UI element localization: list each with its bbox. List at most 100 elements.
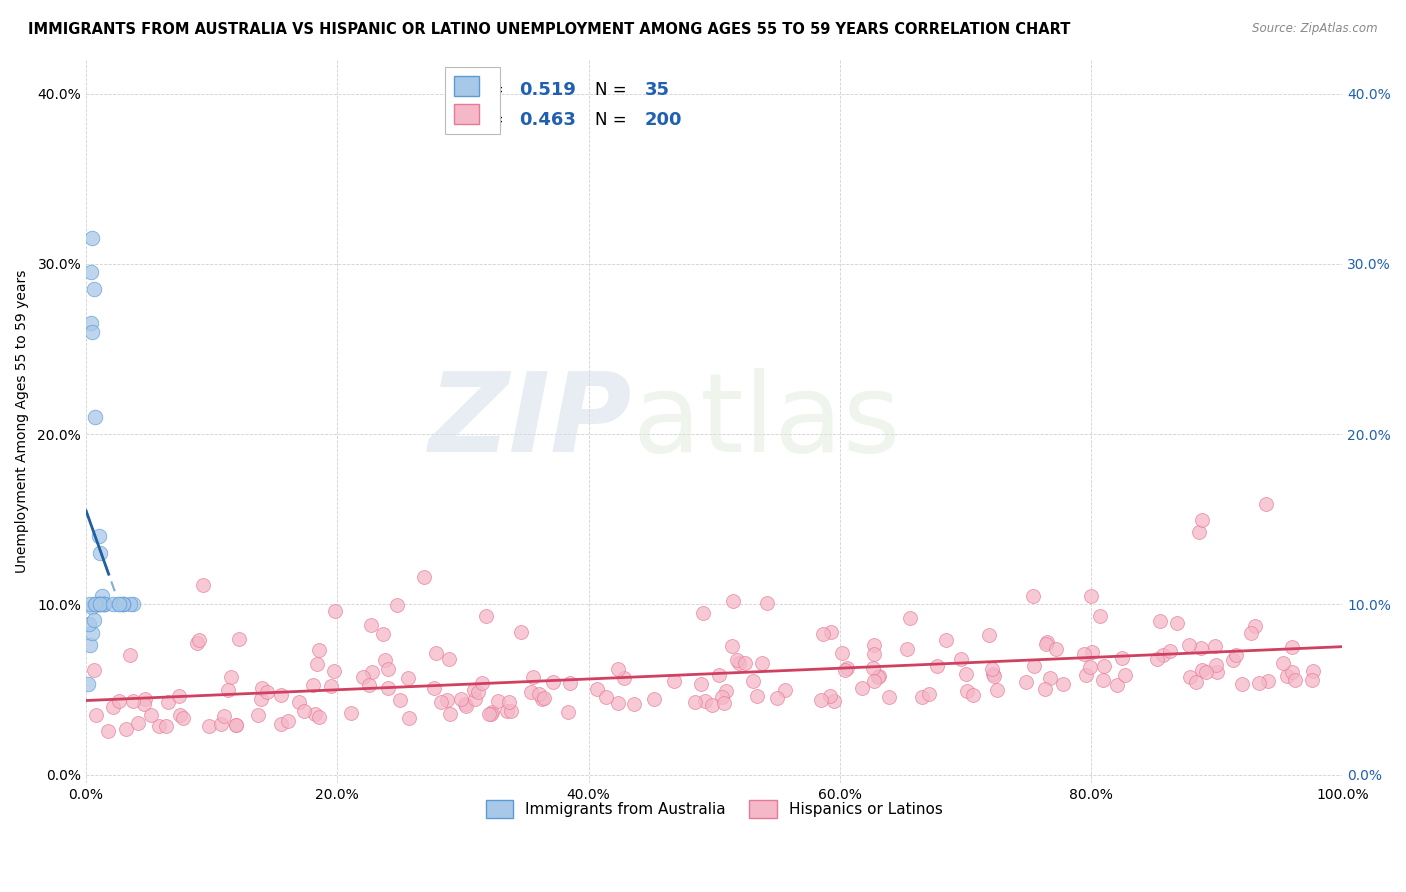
Point xyxy=(527,687,550,701)
Point xyxy=(83,282,105,296)
Point xyxy=(486,694,509,708)
Point xyxy=(479,707,502,722)
Point xyxy=(1275,669,1298,683)
Text: 0.519: 0.519 xyxy=(519,81,576,99)
Point xyxy=(413,570,436,584)
Point xyxy=(519,684,541,698)
Point xyxy=(1022,659,1045,673)
Legend: Immigrants from Australia, Hispanics or Latinos: Immigrants from Australia, Hispanics or … xyxy=(478,792,950,826)
Point xyxy=(83,613,105,627)
Point xyxy=(377,681,399,696)
Point xyxy=(430,695,453,709)
Point xyxy=(662,673,685,688)
Point xyxy=(436,692,458,706)
Point xyxy=(305,657,328,671)
Text: 0.463: 0.463 xyxy=(519,112,576,129)
Point xyxy=(1284,673,1306,687)
Point xyxy=(1301,673,1323,687)
Point xyxy=(1225,648,1247,662)
Point xyxy=(1035,635,1057,649)
Point xyxy=(91,589,114,603)
Point xyxy=(863,647,886,661)
Point xyxy=(1015,674,1038,689)
Point xyxy=(464,692,486,706)
Point xyxy=(454,698,477,712)
Point xyxy=(148,719,170,733)
Point xyxy=(82,231,104,245)
Point xyxy=(813,627,835,641)
Point xyxy=(87,529,110,543)
Point xyxy=(1195,665,1218,680)
Text: R =: R = xyxy=(472,81,509,99)
Point xyxy=(83,410,105,425)
Text: Source: ZipAtlas.com: Source: ZipAtlas.com xyxy=(1253,22,1378,36)
Point xyxy=(510,625,533,640)
Point xyxy=(84,597,107,611)
Point xyxy=(557,705,579,719)
Point xyxy=(80,265,103,279)
Point xyxy=(1191,513,1213,527)
Point xyxy=(89,597,111,611)
Point xyxy=(1152,648,1174,662)
Point xyxy=(76,677,98,691)
Point xyxy=(522,670,544,684)
Point xyxy=(1045,642,1067,657)
Text: N =: N = xyxy=(595,81,631,99)
Point xyxy=(389,692,412,706)
Point xyxy=(734,656,756,670)
Point xyxy=(1185,674,1208,689)
Point xyxy=(755,596,778,610)
Point xyxy=(132,697,155,711)
Point xyxy=(422,681,444,695)
Point xyxy=(450,692,472,706)
Point xyxy=(209,716,232,731)
Point xyxy=(1189,641,1212,656)
Point xyxy=(308,643,330,657)
Point xyxy=(1080,645,1102,659)
Point xyxy=(87,597,110,611)
Point xyxy=(623,697,645,711)
Point xyxy=(773,682,796,697)
Point xyxy=(866,669,889,683)
Point xyxy=(134,692,156,706)
Point xyxy=(643,692,665,706)
Point xyxy=(700,698,723,712)
Point xyxy=(607,696,630,710)
Point xyxy=(1111,650,1133,665)
Point xyxy=(710,690,733,705)
Point xyxy=(84,707,107,722)
Point xyxy=(108,597,131,611)
Point xyxy=(986,682,1008,697)
Point xyxy=(831,646,853,660)
Point xyxy=(1159,644,1181,658)
Point xyxy=(471,675,494,690)
Point xyxy=(247,707,270,722)
Point xyxy=(111,597,134,611)
Point xyxy=(191,577,214,591)
Point xyxy=(308,709,330,723)
Point xyxy=(93,597,115,611)
Point xyxy=(385,599,408,613)
Point xyxy=(498,695,520,709)
Point xyxy=(155,719,177,733)
Point xyxy=(79,597,101,611)
Point xyxy=(288,695,311,709)
Point xyxy=(127,716,149,731)
Point xyxy=(396,671,419,685)
Point xyxy=(1149,614,1171,628)
Point xyxy=(157,695,180,709)
Text: R =: R = xyxy=(472,112,509,129)
Point xyxy=(1257,674,1279,689)
Point xyxy=(340,706,363,721)
Point xyxy=(1188,525,1211,540)
Point xyxy=(82,325,104,339)
Point xyxy=(292,704,315,718)
Point xyxy=(834,663,856,677)
Point xyxy=(1052,676,1074,690)
Point xyxy=(981,666,1004,681)
Point xyxy=(1222,653,1244,667)
Point xyxy=(979,628,1001,642)
Text: ZIP: ZIP xyxy=(429,368,633,475)
Point xyxy=(1204,640,1226,654)
Point xyxy=(742,673,765,688)
